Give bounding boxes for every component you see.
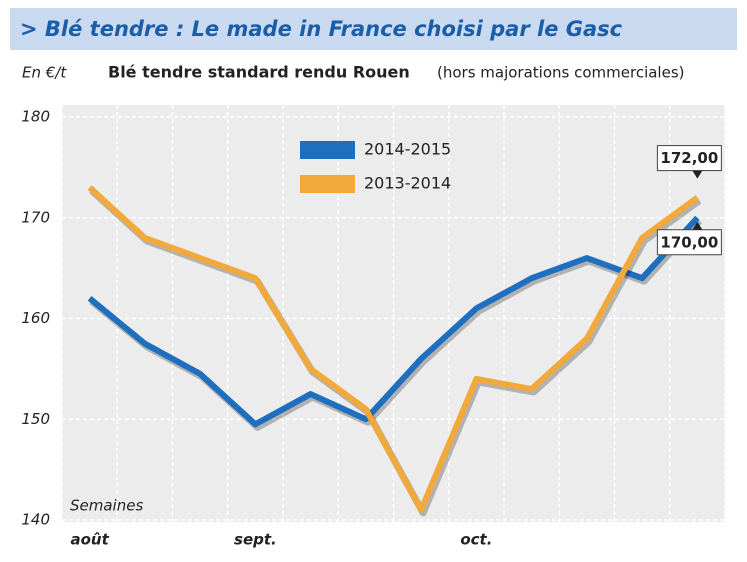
y-tick-label: 180 [21, 108, 50, 126]
subtitle: Blé tendre standard rendu Rouen [108, 63, 410, 82]
y-tick-label: 170 [21, 208, 50, 226]
value-label-box [656, 229, 722, 256]
legend-label: 2014-2015 [364, 140, 451, 159]
value-label-pointer [692, 170, 703, 179]
value-label: 170,00 [660, 233, 718, 251]
line [87, 215, 700, 428]
chart-title: > Blé tendre : Le made in France choisi … [20, 17, 623, 41]
line [87, 185, 700, 513]
y-tick-label: 140 [21, 511, 50, 529]
x-tick-label: août [70, 531, 109, 549]
legend-swatch [300, 141, 355, 159]
x-tick-label: sept. [234, 531, 277, 549]
y-tick-label: 160 [21, 309, 50, 327]
y-tick-label: 150 [21, 410, 50, 428]
value-label: 172,00 [660, 149, 718, 167]
plot-background [62, 105, 725, 522]
legend-label: 2013-2014 [364, 174, 451, 193]
subtitle-note: (hors majorations commerciales) [437, 64, 685, 82]
value-label-pointer [692, 221, 703, 230]
title-bar [10, 8, 737, 50]
x-axis-label: Semaines [70, 497, 143, 515]
legend-swatch [300, 175, 355, 193]
value-label-box [656, 145, 722, 172]
x-tick-label: oct. [460, 531, 492, 549]
y-axis-label: En €/t [22, 64, 67, 82]
